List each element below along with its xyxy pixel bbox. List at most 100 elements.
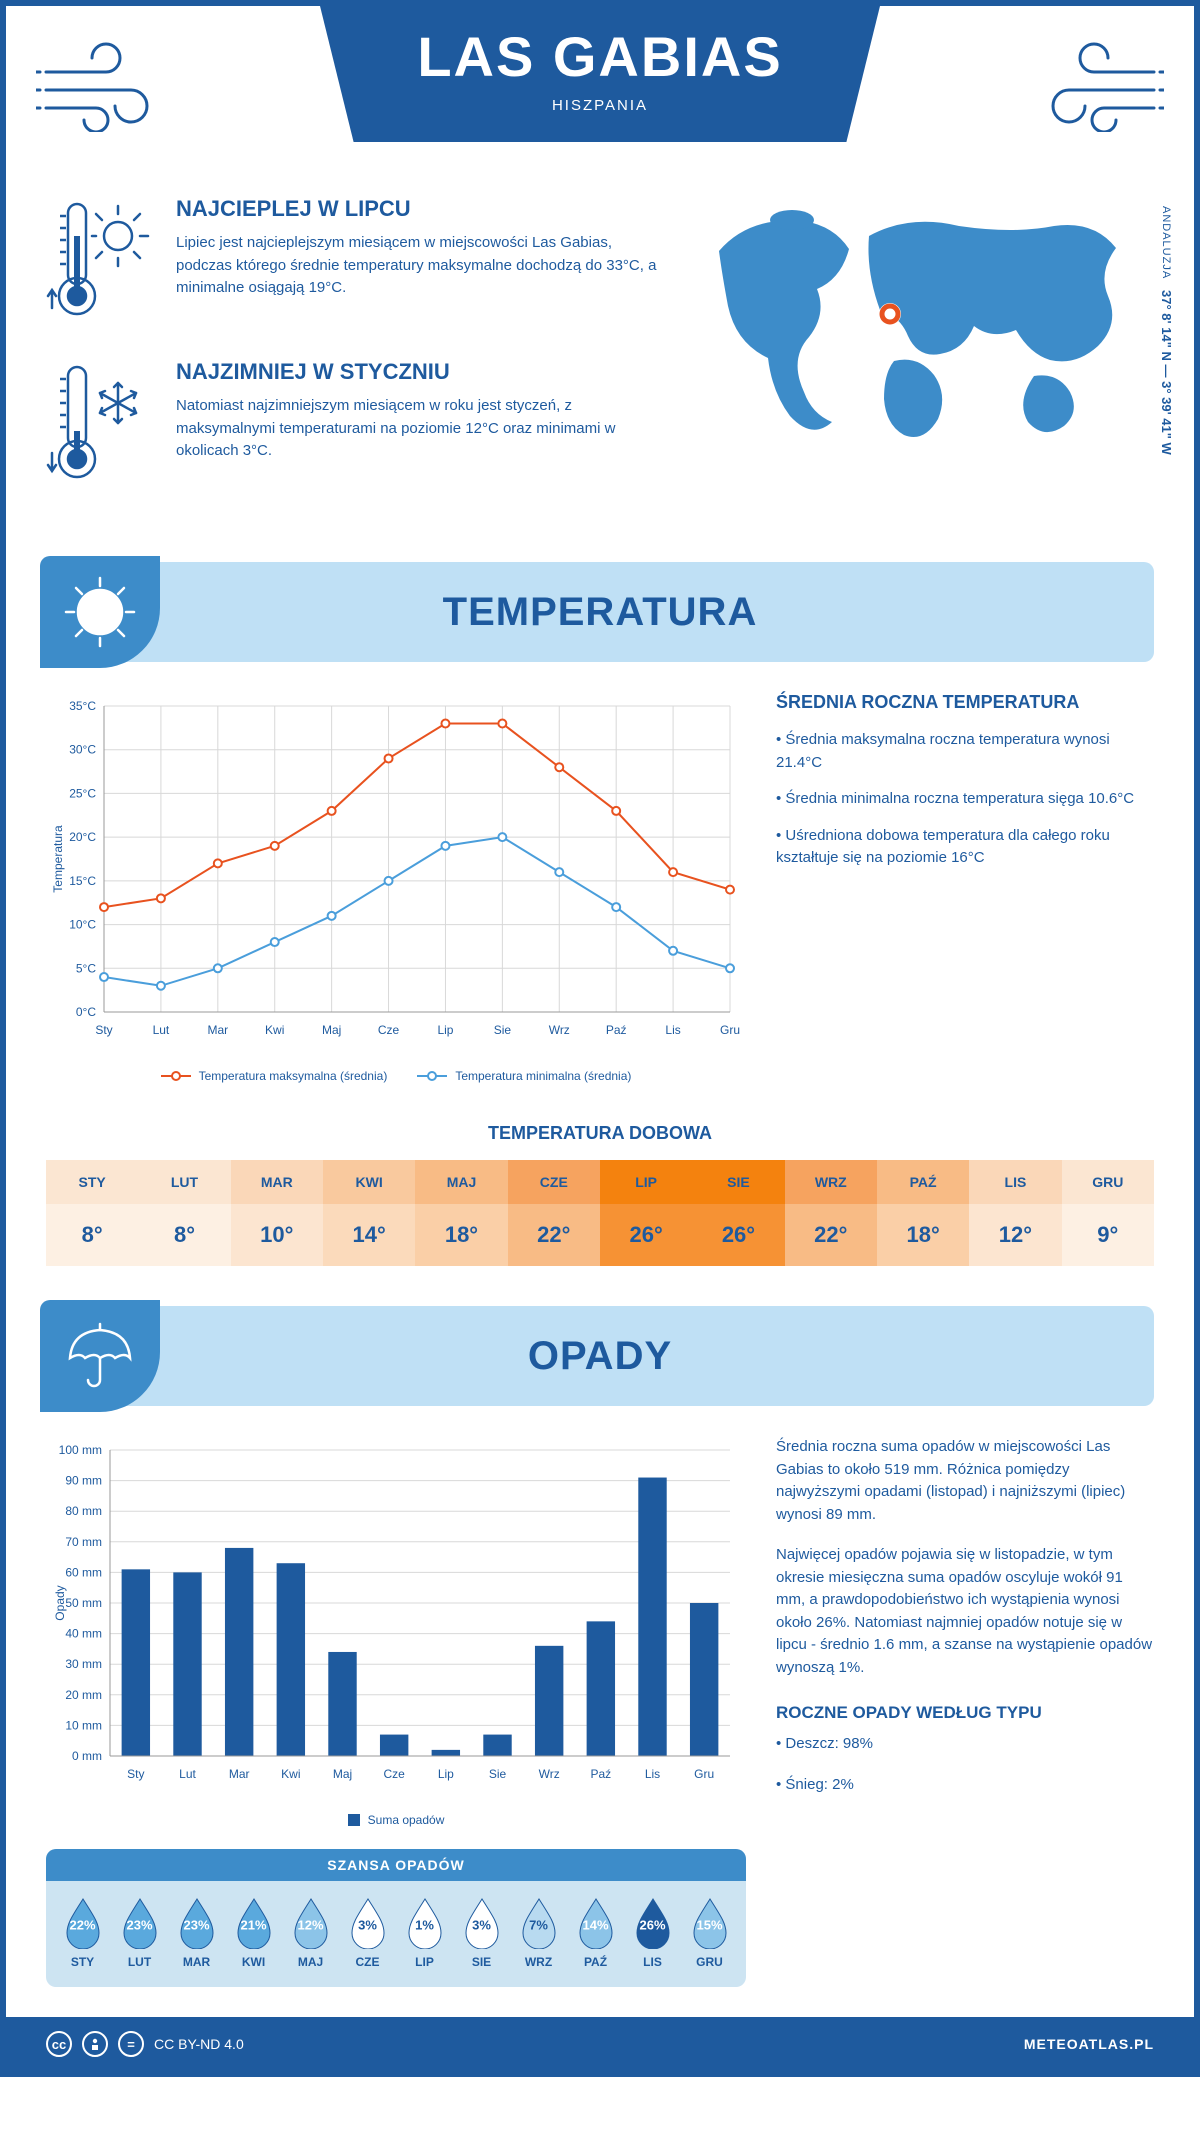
- precipitation-heading: OPADY: [528, 1334, 672, 1379]
- temperature-content: 0°C5°C10°C15°C20°C25°C30°C35°CStyLutMarK…: [6, 692, 1194, 1113]
- temp-value: 14°: [323, 1204, 415, 1266]
- month-label: GRU: [1062, 1160, 1154, 1204]
- country-subtitle: HISZPANIA: [350, 97, 850, 114]
- month-label: LIS: [969, 1160, 1061, 1204]
- svg-text:60 mm: 60 mm: [65, 1565, 102, 1579]
- temp-value: 18°: [415, 1204, 507, 1266]
- daily-temp-column: WRZ 22°: [785, 1160, 877, 1266]
- region-label: ANDALUZJA: [1160, 206, 1172, 279]
- legend-label-sum: Suma opadów: [368, 1813, 445, 1827]
- chance-drop-item: 7% WRZ: [512, 1895, 565, 1969]
- svg-text:Kwi: Kwi: [281, 1767, 300, 1781]
- daily-temp-column: MAJ 18°: [415, 1160, 507, 1266]
- chance-month: WRZ: [512, 1955, 565, 1969]
- chance-month: LIS: [626, 1955, 679, 1969]
- temperature-line-chart: 0°C5°C10°C15°C20°C25°C30°C35°CStyLutMarK…: [46, 692, 746, 1083]
- legend-item: Suma opadów: [348, 1813, 445, 1827]
- legend-label-min: Temperatura minimalna (średnia): [455, 1069, 631, 1083]
- svg-text:Cze: Cze: [378, 1023, 400, 1037]
- precipitation-section-banner: OPADY: [46, 1306, 1154, 1406]
- hottest-description: Lipiec jest najcieplejszym miesiącem w m…: [176, 232, 664, 300]
- chance-value: 3%: [472, 1917, 491, 1932]
- svg-text:Lip: Lip: [437, 1023, 453, 1037]
- daily-temp-column: STY 8°: [46, 1160, 138, 1266]
- drop-icon: 12%: [289, 1895, 333, 1949]
- svg-text:Paź: Paź: [606, 1023, 627, 1037]
- svg-text:Sie: Sie: [489, 1767, 507, 1781]
- svg-text:35°C: 35°C: [69, 699, 96, 713]
- drop-icon: 26%: [631, 1895, 675, 1949]
- month-label: STY: [46, 1160, 138, 1204]
- svg-text:Sty: Sty: [95, 1023, 112, 1037]
- license-text: CC BY-ND 4.0: [154, 2036, 244, 2052]
- precip-paragraph: Średnia roczna suma opadów w miejscowośc…: [776, 1436, 1156, 1526]
- temperature-heading: TEMPERATURA: [443, 590, 758, 635]
- svg-text:30°C: 30°C: [69, 743, 96, 757]
- hottest-title: NAJCIEPLEJ W LIPCU: [176, 196, 664, 222]
- avg-temp-bullet: • Średnia minimalna roczna temperatura s…: [776, 788, 1156, 811]
- drop-icon: 3%: [460, 1895, 504, 1949]
- daily-temp-column: CZE 22°: [508, 1160, 600, 1266]
- chance-drop-item: 15% GRU: [683, 1895, 736, 1969]
- page: LAS GABIAS HISZPANIA: [0, 0, 1200, 2077]
- chance-drop-item: 14% PAŹ: [569, 1895, 622, 1969]
- svg-text:Maj: Maj: [322, 1023, 341, 1037]
- chance-month: SIE: [455, 1955, 508, 1969]
- wind-icon: [36, 32, 176, 137]
- svg-text:Cze: Cze: [383, 1767, 405, 1781]
- svg-text:Wrz: Wrz: [539, 1767, 560, 1781]
- temp-value: 22°: [785, 1204, 877, 1266]
- precip-type-bullet: • Deszcz: 98%: [776, 1733, 1156, 1756]
- month-label: WRZ: [785, 1160, 877, 1204]
- license-block: cc = CC BY-ND 4.0: [46, 2031, 244, 2057]
- daily-temp-column: MAR 10°: [231, 1160, 323, 1266]
- chance-drop-item: 23% LUT: [113, 1895, 166, 1969]
- daily-temp-column: KWI 14°: [323, 1160, 415, 1266]
- svg-text:20°C: 20°C: [69, 830, 96, 844]
- city-title: LAS GABIAS: [350, 24, 850, 89]
- svg-text:Mar: Mar: [229, 1767, 250, 1781]
- temp-value: 26°: [600, 1204, 692, 1266]
- chance-value: 26%: [639, 1917, 665, 1932]
- daily-temp-column: SIE 26°: [692, 1160, 784, 1266]
- chance-drop-item: 21% KWI: [227, 1895, 280, 1969]
- legend-label-max: Temperatura maksymalna (średnia): [199, 1069, 388, 1083]
- svg-text:100 mm: 100 mm: [59, 1443, 102, 1457]
- svg-text:Gru: Gru: [720, 1023, 740, 1037]
- drop-icon: 7%: [517, 1895, 561, 1949]
- drop-icon: 23%: [175, 1895, 219, 1949]
- hottest-block: NAJCIEPLEJ W LIPCU Lipiec jest najcieple…: [46, 196, 664, 331]
- umbrella-icon: [40, 1300, 160, 1412]
- legend-item: .legend-line[style*='e8521f']::before{bo…: [161, 1069, 388, 1083]
- svg-text:Opady: Opady: [53, 1585, 67, 1620]
- coldest-text: NAJZIMNIEJ W STYCZNIU Natomiast najzimni…: [176, 359, 664, 494]
- sun-icon: [40, 556, 160, 668]
- drop-icon: 21%: [232, 1895, 276, 1949]
- daily-temp-column: LUT 8°: [138, 1160, 230, 1266]
- chance-drop-item: 22% STY: [56, 1895, 109, 1969]
- drop-icon: 15%: [688, 1895, 732, 1949]
- drop-icon: 3%: [346, 1895, 390, 1949]
- svg-text:25°C: 25°C: [69, 786, 96, 800]
- svg-text:5°C: 5°C: [76, 961, 96, 975]
- temp-value: 26°: [692, 1204, 784, 1266]
- chance-month: PAŹ: [569, 1955, 622, 1969]
- svg-text:Lis: Lis: [645, 1767, 660, 1781]
- chance-value: 12%: [297, 1917, 323, 1932]
- svg-text:70 mm: 70 mm: [65, 1535, 102, 1549]
- intro-section: NAJCIEPLEJ W LIPCU Lipiec jest najcieple…: [6, 186, 1194, 552]
- temp-value: 10°: [231, 1204, 323, 1266]
- by-icon: [82, 2031, 108, 2057]
- daily-temp-column: PAŹ 18°: [877, 1160, 969, 1266]
- legend-item: .legend-line[style*='4a9edb']::before{bo…: [417, 1069, 631, 1083]
- daily-temp-column: LIS 12°: [969, 1160, 1061, 1266]
- month-label: LIP: [600, 1160, 692, 1204]
- thermometer-snow-icon: [46, 359, 156, 494]
- chance-month: GRU: [683, 1955, 736, 1969]
- month-label: KWI: [323, 1160, 415, 1204]
- temp-value: 9°: [1062, 1204, 1154, 1266]
- svg-text:90 mm: 90 mm: [65, 1474, 102, 1488]
- svg-text:Sie: Sie: [494, 1023, 512, 1037]
- intro-text-column: NAJCIEPLEJ W LIPCU Lipiec jest najcieple…: [46, 196, 664, 522]
- svg-text:0 mm: 0 mm: [72, 1749, 102, 1763]
